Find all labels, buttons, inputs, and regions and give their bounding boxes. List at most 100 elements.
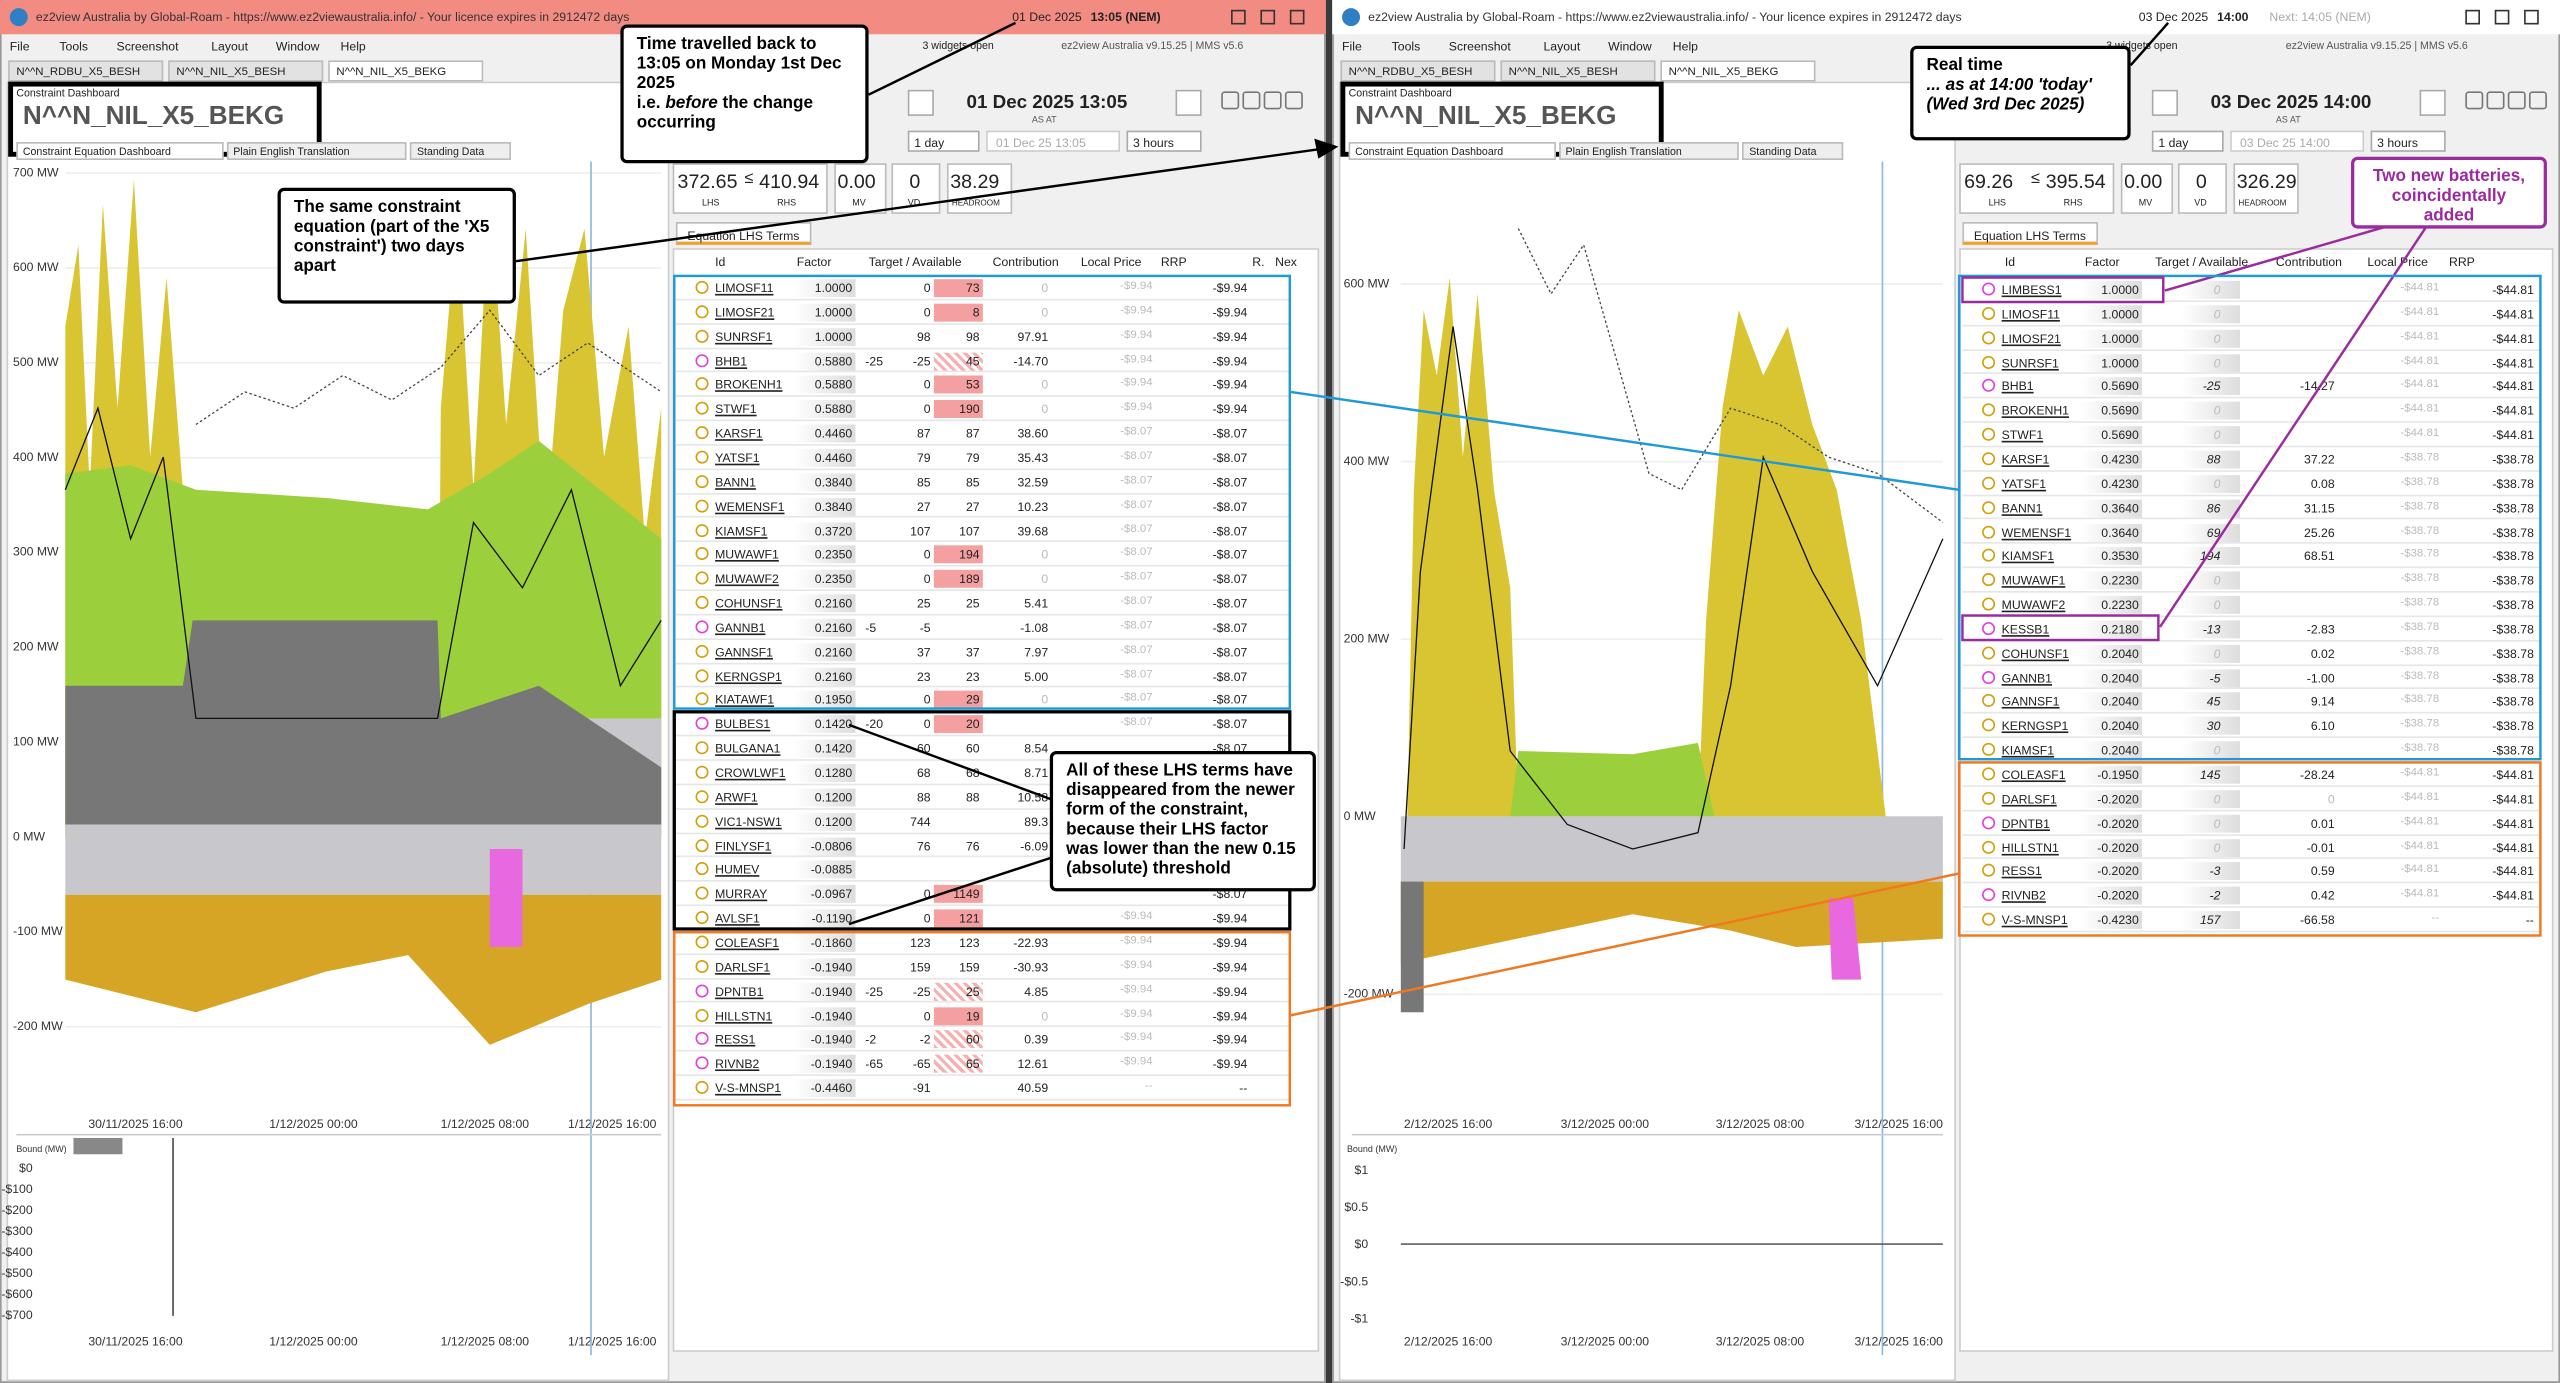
row-rrp: -$38.78 bbox=[2492, 524, 2534, 540]
row-pre: -2 bbox=[865, 1032, 877, 1048]
panel-label: Constraint Dashboard bbox=[1348, 88, 1452, 100]
curtail-bar bbox=[933, 279, 983, 298]
table-row bbox=[675, 421, 1290, 446]
step-select: 3 hours bbox=[1126, 130, 1202, 152]
pointer-line bbox=[2129, 22, 2170, 67]
highlight-box bbox=[1957, 274, 2542, 761]
factor-bar bbox=[793, 424, 856, 443]
row-id: DPNTB1 bbox=[715, 983, 764, 999]
row-id: LIMOSF21 bbox=[715, 305, 775, 320]
row-available: 88 bbox=[965, 789, 980, 805]
row-id: KIAMSF1 bbox=[2001, 549, 2055, 564]
factor-bar bbox=[793, 400, 856, 419]
target-bar bbox=[2181, 353, 2240, 372]
row-local-price: -$8.07 bbox=[1120, 474, 1153, 487]
row-id: YATSF1 bbox=[715, 450, 760, 466]
row-id: WEMENSF1 bbox=[715, 499, 785, 514]
row-available: 29 bbox=[965, 692, 980, 708]
row-id: MURRAY bbox=[715, 886, 768, 902]
row-contribution: 31.15 bbox=[2304, 500, 2335, 516]
row-rrp: -$38.78 bbox=[2492, 597, 2534, 613]
menu-item: Window bbox=[1608, 39, 1652, 54]
row-rrp: -$38.78 bbox=[2492, 549, 2534, 564]
row-factor: -0.4460 bbox=[810, 1080, 853, 1096]
metric-value: 0.00 bbox=[837, 169, 876, 193]
time-field: 01 Dec 25 13:05 bbox=[986, 130, 1120, 152]
row-contribution: -22.93 bbox=[1013, 935, 1049, 951]
row-available: 53 bbox=[965, 377, 980, 393]
row-target: 0 bbox=[923, 911, 931, 926]
widgets-count: 3 widgets open bbox=[2106, 40, 2178, 53]
y-tick-label: -200 MW bbox=[13, 1019, 63, 1033]
x-tick-label: 1/12/2025 08:00 bbox=[441, 1334, 530, 1348]
table-row bbox=[675, 470, 1290, 495]
row-available: 19 bbox=[965, 1008, 980, 1023]
column-header: Nex bbox=[1275, 254, 1297, 270]
row-factor: 0.5880 bbox=[814, 353, 853, 369]
y-tick-label: 700 MW bbox=[13, 165, 59, 179]
row-target: -5 bbox=[2209, 670, 2221, 686]
target-bar bbox=[2181, 595, 2240, 614]
factor-bar bbox=[793, 376, 856, 395]
row-id: KIATAWF1 bbox=[715, 692, 775, 708]
table-row bbox=[1962, 399, 2541, 424]
row-available: 79 bbox=[965, 450, 980, 466]
factor-bar bbox=[793, 933, 856, 952]
row-rrp: -$38.78 bbox=[2492, 646, 2534, 661]
clock-next: Next: 14:05 (NEM) bbox=[2269, 9, 2371, 25]
row-factor: 0.2160 bbox=[814, 644, 853, 660]
row-available: 8 bbox=[972, 305, 980, 320]
row-id: SUNRSF1 bbox=[715, 329, 773, 344]
y-tick-label: 300 MW bbox=[13, 545, 59, 559]
row-id: COLEASF1 bbox=[715, 935, 780, 951]
row-id: WEMENSF1 bbox=[2001, 524, 2072, 540]
row-target: -13 bbox=[2202, 621, 2221, 637]
window-tab: N^^N_RDBU_X5_BESH bbox=[8, 60, 164, 82]
row-rrp: -$38.78 bbox=[2492, 670, 2534, 686]
metric-sign: ≤ bbox=[2031, 169, 2040, 188]
unit-icon bbox=[1982, 379, 1996, 393]
row-target: 0 bbox=[2213, 282, 2221, 298]
curtail-bar bbox=[933, 885, 983, 904]
window-control bbox=[2524, 9, 2539, 25]
window-control bbox=[1260, 9, 1276, 25]
constraint-name: N^^N_NIL_X5_BEKG bbox=[22, 102, 285, 131]
unit-icon bbox=[695, 620, 709, 634]
metric-label: HEADROOM bbox=[951, 199, 1000, 209]
annotation-text: Time travelled back to 13:05 on Monday 1… bbox=[636, 34, 842, 94]
curtail-bar bbox=[933, 303, 983, 322]
period-select: 1 day bbox=[907, 130, 980, 152]
row-target: 0 bbox=[2213, 427, 2221, 443]
x-tick-label: 1/12/2025 16:00 bbox=[568, 1117, 657, 1131]
metric-value: 410.94 bbox=[759, 169, 820, 193]
row-target: 0 bbox=[2213, 476, 2221, 492]
menu-item: Tools bbox=[59, 39, 89, 54]
x-tick-label: 3/12/2025 00:00 bbox=[1561, 1334, 1650, 1348]
row-contribution: -1.00 bbox=[2306, 670, 2335, 686]
unit-icon bbox=[695, 499, 709, 513]
table-row bbox=[675, 640, 1290, 664]
sub-tab: Plain English Translation bbox=[226, 142, 408, 160]
annotation-text: the change occurring bbox=[636, 93, 814, 133]
table-row bbox=[675, 1028, 1290, 1052]
unit-icon bbox=[695, 935, 709, 949]
menu-item: Screenshot bbox=[1448, 39, 1511, 54]
y-tick-label: 200 MW bbox=[13, 640, 59, 654]
row-local-price: -$8.07 bbox=[1120, 426, 1153, 438]
curtail-bar bbox=[933, 545, 983, 564]
bound-tick-label: -$500 bbox=[1, 1266, 32, 1280]
table-row bbox=[675, 1052, 1290, 1076]
curtail-bar bbox=[933, 1055, 983, 1073]
row-rrp: -$9.94 bbox=[1212, 959, 1248, 975]
factor-bar bbox=[793, 279, 856, 298]
chart-line bbox=[1517, 228, 1944, 523]
row-rrp: -$8.07 bbox=[1212, 717, 1248, 732]
row-contribution: 0 bbox=[1041, 377, 1049, 393]
bound-tick-label: -$200 bbox=[1, 1203, 32, 1217]
row-contribution: 0 bbox=[1041, 571, 1049, 587]
target-bar bbox=[2181, 402, 2240, 420]
row-factor: 0.3530 bbox=[2101, 549, 2139, 564]
row-local-price: -$44.81 bbox=[2400, 355, 2440, 367]
